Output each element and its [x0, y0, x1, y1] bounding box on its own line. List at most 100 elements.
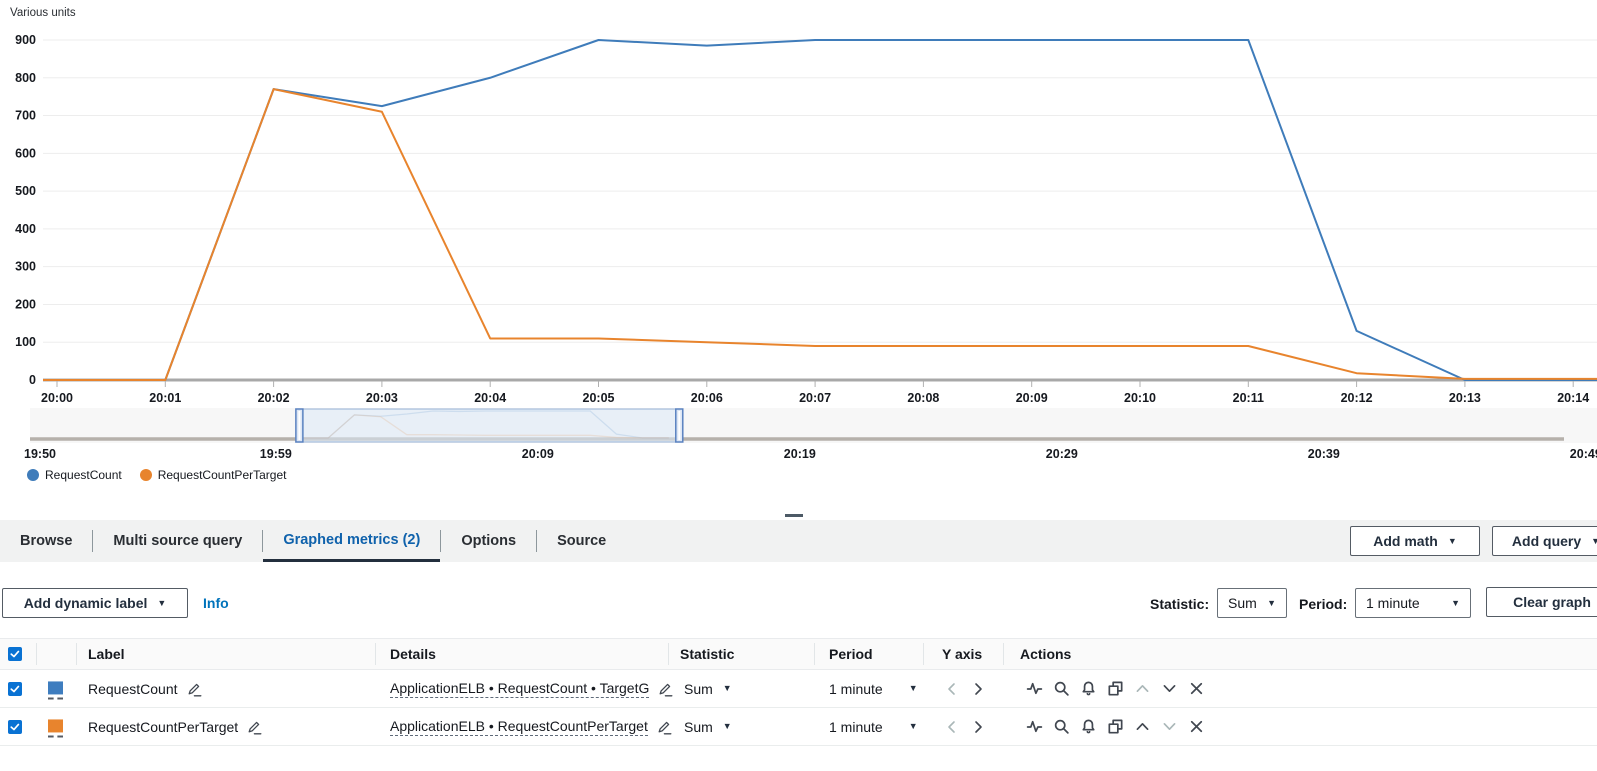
color-swatch[interactable] [48, 718, 63, 737]
series-RequestCount [43, 39, 1597, 381]
axis-left-button[interactable] [944, 681, 960, 697]
move-down-icon[interactable] [1161, 680, 1178, 697]
duplicate-icon[interactable] [1107, 680, 1124, 697]
move-up-icon[interactable] [1134, 680, 1151, 697]
metric-details-link[interactable]: ApplicationELB • RequestCount • TargetG [390, 679, 650, 698]
brush-selection[interactable] [298, 408, 680, 443]
series-RequestCountPerTarget [43, 88, 1597, 381]
color-swatch-underline [48, 734, 63, 737]
column-header-period: Period [829, 646, 873, 662]
color-swatch[interactable] [48, 680, 63, 699]
tab-separator [440, 530, 442, 552]
metric-label: RequestCountPerTarget [88, 718, 239, 735]
zoom-icon[interactable] [1053, 680, 1070, 697]
add-math-label: Add math [1373, 533, 1438, 549]
duplicate-icon[interactable] [1107, 718, 1124, 735]
x-tick-label: 20:10 [1124, 391, 1156, 405]
column-separator [1003, 643, 1004, 665]
alarm-icon[interactable] [1080, 680, 1097, 697]
period-value: 1 minute [829, 680, 883, 697]
select-all-checkbox[interactable] [8, 647, 22, 661]
statistic-dropdown[interactable]: Sum ▼ [684, 670, 732, 707]
timeline-label: 20:19 [784, 447, 816, 461]
tab-separator [536, 530, 538, 552]
timeline-label: 20:09 [522, 447, 554, 461]
y-axis-title: Various units [10, 7, 76, 19]
tab-separator [262, 530, 264, 552]
edit-details-icon[interactable] [657, 681, 673, 697]
tab-browse[interactable]: Browse [20, 533, 73, 549]
graphed-metrics-controls: Add dynamic label ▼ Info Statistic: Sum … [0, 562, 1597, 633]
x-tick-label: 20:14 [1557, 391, 1589, 405]
resize-grip-line [785, 514, 803, 517]
move-up-icon[interactable] [1134, 718, 1151, 735]
pulse-icon[interactable] [1026, 718, 1043, 735]
tab-source[interactable]: Source [557, 533, 607, 549]
period-dropdown[interactable]: 1 minute ▼ [829, 708, 918, 745]
legend-color-dot [27, 469, 39, 481]
zoom-icon[interactable] [1053, 718, 1070, 735]
x-tick-label: 20:06 [691, 391, 723, 405]
timeline-label: 19:50 [24, 447, 56, 461]
add-dynamic-label-button[interactable]: Add dynamic label ▼ [2, 588, 188, 618]
color-swatch-fill [48, 718, 63, 732]
x-tick-label: 20:08 [907, 391, 939, 405]
row-checkbox[interactable] [8, 681, 22, 696]
y-tick-label: 0 [29, 373, 36, 387]
row-checkbox[interactable] [8, 719, 22, 734]
add-query-button[interactable]: Add query ▼ [1492, 526, 1597, 556]
y-tick-label: 200 [15, 297, 36, 311]
axis-right-button[interactable] [970, 719, 986, 735]
alarm-icon[interactable] [1080, 718, 1097, 735]
statistic-dropdown[interactable]: Sum ▼ [684, 708, 732, 745]
actions-cell [1026, 670, 1205, 707]
caret-down-icon: ▼ [1447, 535, 1457, 546]
legend-color-dot [139, 469, 152, 481]
info-link[interactable]: Info [203, 595, 229, 611]
details-cell: ApplicationELB • RequestCount • TargetG [390, 670, 673, 707]
tab-graphed-metrics-2[interactable]: Graphed metrics (2) [263, 520, 441, 562]
column-separator [375, 643, 376, 665]
column-header-label: Label [88, 646, 125, 662]
table-header-row: Label Details Statistic Period Y axis Actions [0, 638, 1597, 670]
add-dynamic-label-text: Add dynamic label [23, 595, 148, 611]
y-tick-label: 500 [15, 184, 36, 198]
y-tick-label: 600 [15, 146, 36, 160]
caret-down-icon: ▼ [908, 683, 918, 693]
x-tick-label: 20:02 [258, 391, 290, 405]
column-separator [76, 643, 77, 665]
period-select[interactable]: 1 minute ▼ [1355, 588, 1471, 618]
x-tick-label: 20:01 [149, 391, 181, 405]
clear-graph-label: Clear graph [1513, 594, 1591, 610]
metric-label: RequestCount [88, 680, 178, 697]
move-down-icon[interactable] [1161, 718, 1178, 735]
edit-label-icon[interactable] [246, 719, 262, 735]
tab-bar: Browse Multi source query Graphed metrics … [0, 520, 1597, 563]
axis-right-button[interactable] [970, 681, 986, 697]
metric-details-link[interactable]: ApplicationELB • RequestCountPerTarget [390, 717, 648, 736]
legend-label: RequestCount [45, 468, 122, 482]
actions-cell [1026, 708, 1205, 745]
tab-multi-source-query[interactable]: Multi source query [113, 533, 243, 549]
statistic-value: Sum [1228, 595, 1257, 611]
column-separator [668, 643, 669, 665]
statistic-select[interactable]: Sum ▼ [1217, 588, 1287, 618]
axis-left-button[interactable] [944, 719, 960, 735]
timeline-label: 20:39 [1308, 447, 1340, 461]
period-dropdown[interactable]: 1 minute ▼ [829, 670, 918, 707]
brush-handle-left[interactable] [295, 408, 304, 443]
edit-details-icon[interactable] [656, 719, 672, 735]
column-separator [36, 643, 37, 665]
edit-label-icon[interactable] [186, 681, 202, 697]
caret-down-icon: ▼ [1591, 535, 1597, 546]
remove-icon[interactable] [1188, 680, 1205, 697]
pulse-icon[interactable] [1026, 680, 1043, 697]
add-math-button[interactable]: Add math ▼ [1350, 526, 1480, 556]
brush-handle-right[interactable] [675, 408, 684, 443]
details-cell: ApplicationELB • RequestCountPerTarget [390, 708, 672, 745]
clear-graph-button[interactable]: Clear graph [1486, 587, 1597, 617]
label-cell: RequestCountPerTarget [88, 708, 262, 745]
tab-options[interactable]: Options [461, 533, 517, 549]
remove-icon[interactable] [1188, 718, 1205, 735]
